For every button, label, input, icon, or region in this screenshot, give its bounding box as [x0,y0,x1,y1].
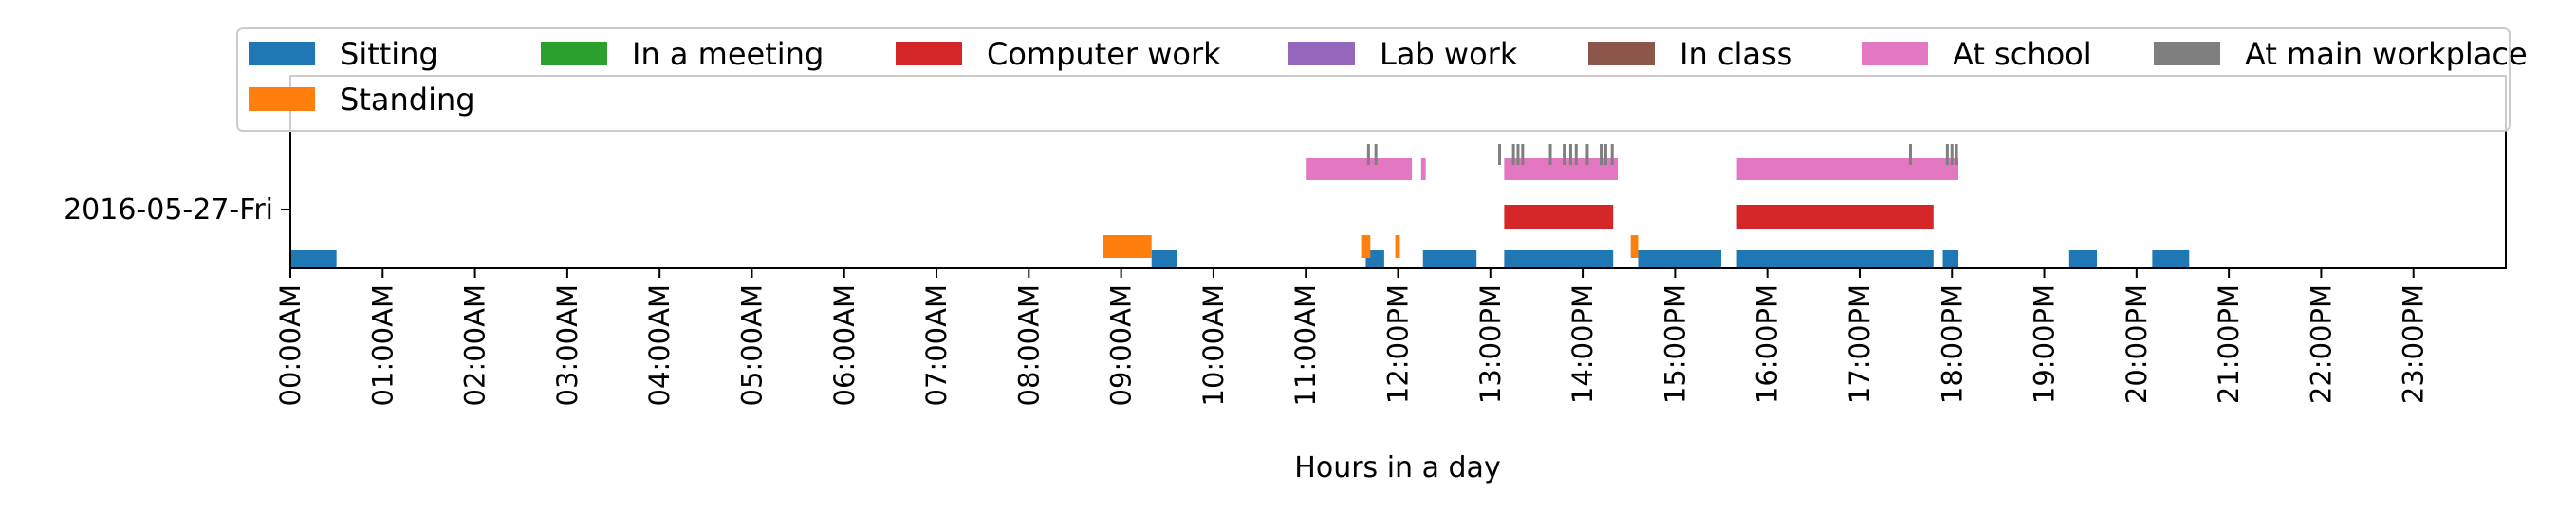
tick-at-main-workplace-5 [1521,144,1525,165]
legend-label-at-school: At school [1953,36,2092,72]
bar-standing-2 [1395,235,1400,258]
x-tick-label: 21:00PM [2213,284,2245,404]
bar-standing-1 [1361,235,1371,258]
x-tick-label: 08:00AM [1012,284,1045,406]
x-tick-label: 05:00AM [735,284,768,406]
tick-at-main-workplace-10 [1585,144,1589,165]
x-tick-label: 13:00PM [1474,284,1507,404]
bar-sitting-1 [1151,250,1177,268]
x-tick-label: 14:00PM [1566,284,1599,404]
legend-label-in-class: In class [1679,36,1792,72]
bar-at-school-1 [1420,158,1426,180]
bar-sitting-0 [290,250,337,268]
bar-standing-3 [1630,235,1639,258]
tick-at-main-workplace-6 [1548,144,1552,165]
x-tick-label: 19:00PM [2029,284,2061,404]
bar-standing-0 [1103,235,1152,258]
tick-at-main-workplace-16 [1950,144,1954,165]
x-tick-label: 12:00PM [1382,284,1415,404]
x-tick-label: 20:00PM [2121,284,2153,404]
legend-frame [236,27,2511,132]
legend-swatch-lab-work [1288,42,1355,65]
legend: Sitting Standing In a meeting Computer work… [236,27,2528,132]
y-tick-label-day: 2016-05-27-Fri [64,193,273,227]
x-tick-label: 15:00PM [1659,284,1691,404]
legend-swatch-standing [249,87,315,111]
tick-at-main-workplace-7 [1563,144,1566,165]
x-tick-label: 07:00AM [920,284,953,406]
legend-label-standing: Standing [340,82,475,118]
legend-label-in-a-meeting: In a meeting [632,36,824,72]
x-tick-label: 17:00PM [1844,284,1876,404]
y-axis: 2016-05-27-Fri [64,193,290,227]
bar-sitting-9 [2152,250,2190,268]
bar-computer-work-0 [1504,205,1614,229]
x-axis-title: Hours in a day [1294,451,1500,485]
tick-at-main-workplace-17 [1955,144,1958,165]
bar-sitting-5 [1638,250,1722,268]
tick-at-main-workplace-1 [1374,144,1378,165]
bar-computer-work-1 [1736,205,1934,229]
legend-label-at-main-workplace: At main workplace [2245,36,2528,72]
bar-sitting-4 [1504,250,1614,268]
x-tick-label: 09:00AM [1105,284,1138,406]
tick-at-main-workplace-8 [1568,144,1572,165]
x-tick-label: 18:00PM [1936,284,1968,404]
tick-at-main-workplace-11 [1600,144,1603,165]
bar-sitting-6 [1736,250,1934,268]
x-tick-label: 00:00AM [274,284,306,406]
x-tick-label: 01:00AM [366,284,398,406]
legend-swatch-in-class [1588,42,1655,65]
bar-at-school-0 [1306,158,1413,180]
legend-swatch-at-school [1862,42,1928,65]
tick-at-main-workplace-15 [1945,144,1949,165]
bar-sitting-7 [1942,250,1959,268]
legend-swatch-computer-work [896,42,962,65]
tick-at-main-workplace-14 [1908,144,1912,165]
tick-at-main-workplace-9 [1574,144,1578,165]
x-tick-label: 22:00PM [2305,284,2337,404]
legend-swatch-in-a-meeting [541,42,607,65]
x-tick-label: 06:00AM [828,284,861,406]
x-tick-label: 11:00AM [1289,284,1322,406]
bar-at-school-3 [1736,158,1959,180]
legend-swatch-at-main-workplace [2154,42,2220,65]
legend-label-sitting: Sitting [340,36,438,72]
legend-label-lab-work: Lab work [1380,36,1518,72]
tick-at-main-workplace-3 [1511,144,1515,165]
legend-label-computer-work: Computer work [987,36,1221,72]
legend-swatch-sitting [249,42,315,65]
x-tick-label: 23:00PM [2398,284,2430,404]
tick-at-main-workplace-4 [1516,144,1520,165]
bar-sitting-8 [2068,250,2097,268]
tick-at-main-workplace-13 [1610,144,1614,165]
x-tick-label: 16:00PM [1751,284,1784,404]
tick-at-main-workplace-12 [1603,144,1607,165]
x-tick-label: 03:00AM [551,284,584,406]
bar-sitting-3 [1422,250,1477,268]
bar-at-school-2 [1504,158,1619,180]
x-tick-label: 02:00AM [459,284,491,406]
tick-at-main-workplace-2 [1498,144,1502,165]
x-axis: 00:00AM 01:00AM 02:00AM 03:00AM 04:00AM 05:00… [274,268,2430,406]
x-tick-label: 04:00AM [643,284,676,406]
x-tick-label: 10:00AM [1197,284,1230,406]
plot-area [290,144,2190,268]
tick-at-main-workplace-0 [1366,144,1370,165]
